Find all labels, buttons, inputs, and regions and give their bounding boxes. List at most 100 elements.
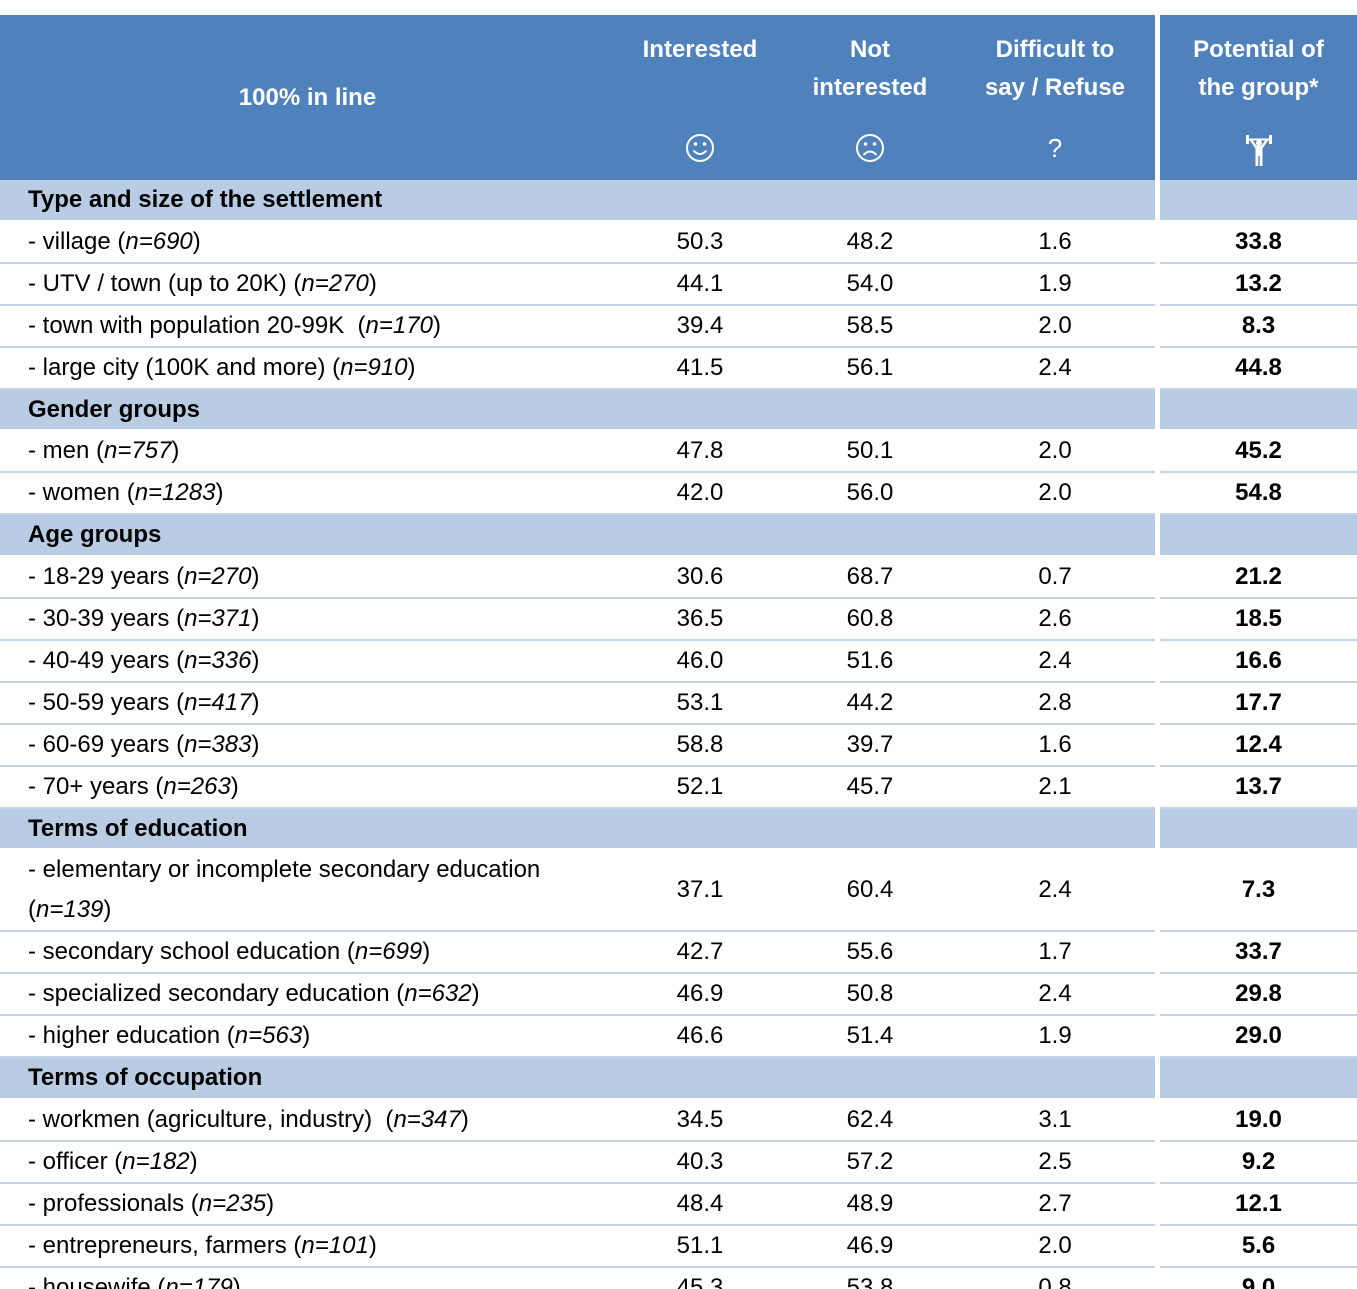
sample-size: n=1283 (134, 479, 216, 506)
section-cell (1160, 180, 1357, 222)
column-gap (1155, 305, 1160, 348)
value-cell: 68.7 (785, 557, 955, 599)
sample-size: n=563 (234, 1022, 303, 1049)
value-cell: 45.7 (785, 767, 955, 809)
value-cell: 0.7 (955, 557, 1155, 599)
value-cell: 60.4 (785, 850, 955, 932)
label-close: ) (251, 604, 260, 632)
column-gap (1155, 347, 1160, 390)
value-cell: 1.9 (955, 264, 1155, 306)
section-cell (615, 389, 785, 431)
label-text: - secondary school education ( (28, 938, 355, 965)
column-header-line: say / Refuse (984, 74, 1126, 101)
column-gap (1155, 1058, 1160, 1100)
sample-size: n=170 (365, 311, 433, 339)
column-header: Difficult to say / Refuse? (955, 15, 1155, 180)
row-label: - town with population 20-99K (n=170) (0, 306, 615, 348)
label-close: ) (189, 1147, 198, 1175)
value-cell: 33.8 (1160, 222, 1357, 264)
row-label: - higher education (n=563) (0, 1016, 615, 1058)
value-cell: 1.9 (955, 1016, 1155, 1058)
column-gap (1155, 1225, 1160, 1268)
label-text: - men ( (28, 437, 105, 464)
value-cell: 60.8 (785, 599, 955, 641)
value-cell: 2.4 (955, 641, 1155, 683)
value-cell: 53.1 (615, 683, 785, 725)
value-cell: 53.8 (785, 1268, 955, 1289)
label-text: - 70+ years ( (28, 772, 164, 800)
value-cell: 8.3 (1160, 306, 1357, 348)
section-row: Age groups (0, 515, 1357, 557)
label-close: ) (432, 311, 441, 339)
label-close: ) (251, 688, 260, 716)
column-gap (1155, 974, 1160, 1016)
value-cell: 1.6 (955, 725, 1155, 767)
section-cell (615, 1058, 785, 1100)
data-row: - professionals (n=235) 48.4 48.9 2.7 12.1 (0, 1183, 1357, 1226)
value-cell: 17.7 (1160, 683, 1357, 725)
section-cell (1160, 808, 1357, 850)
value-cell: 48.2 (785, 222, 955, 264)
section-row: Type and size of the settlement (0, 180, 1357, 222)
sample-size: n=182 (122, 1147, 190, 1175)
column-gap (1155, 515, 1160, 557)
column-header-line: Difficult to (995, 36, 1115, 63)
section-title: Terms of education (0, 808, 615, 850)
value-cell: 2.4 (955, 850, 1155, 932)
label-close: ) (192, 227, 201, 255)
column-gap (1155, 766, 1160, 809)
row-label: - 40-49 years (n=336) (0, 641, 615, 683)
label-close: ) (460, 1105, 469, 1133)
data-row: - men (n=757) 47.8 50.1 2.0 45.2 (0, 431, 1357, 473)
section-cell (955, 389, 1155, 431)
section-cell (615, 808, 785, 850)
label-text: - town with population 20-99K ( (28, 311, 366, 339)
sample-size: n=235 (198, 1189, 267, 1217)
value-cell: 56.0 (785, 473, 955, 515)
column-gap (1155, 1099, 1160, 1142)
data-row: - officer (n=182) 40.3 57.2 2.5 9.2 (0, 1141, 1357, 1184)
row-label: - entrepreneurs, farmers (n=101) (0, 1226, 615, 1268)
column-gap (1155, 1016, 1160, 1058)
value-cell: 44.8 (1160, 348, 1357, 390)
data-row: - UTV / town (up to 20K) (n=270) 44.1 54.0… (0, 263, 1357, 306)
value-cell: 36.5 (615, 599, 785, 641)
sample-size: n=690 (125, 227, 193, 255)
section-cell (785, 389, 955, 431)
label-close: ) (251, 562, 260, 590)
label-text: - entrepreneurs, farmers ( (28, 1231, 302, 1259)
label-close: ) (251, 646, 260, 674)
column-symbol: ? (1047, 133, 1063, 163)
sample-size: n=757 (104, 437, 172, 464)
section-title: Terms of occupation (0, 1058, 615, 1100)
value-cell: 29.0 (1160, 1016, 1357, 1058)
sample-size: n=383 (184, 730, 252, 758)
value-cell: 45.2 (1160, 431, 1357, 473)
label-text: - 40-49 years ( (28, 646, 185, 674)
section-cell (955, 1058, 1155, 1100)
sample-size: n=263 (163, 772, 231, 800)
column-header-line: Not (850, 36, 890, 63)
column-gap (1155, 932, 1160, 974)
column-gap (1155, 1141, 1160, 1184)
value-cell: 2.8 (955, 683, 1155, 725)
label-text: - officer ( (28, 1147, 123, 1175)
value-cell: 42.0 (615, 473, 785, 515)
column-gap (1155, 389, 1160, 431)
sample-size: n=632 (404, 980, 472, 1007)
label-text: - professionals ( (28, 1189, 199, 1217)
section-title: Age groups (0, 515, 615, 557)
value-cell: 7.3 (1160, 850, 1357, 932)
value-cell: 46.9 (615, 974, 785, 1016)
value-cell: 16.6 (1160, 641, 1357, 683)
value-cell: 44.2 (785, 683, 955, 725)
column-header-line: interested (812, 74, 928, 101)
column-gap (1155, 556, 1160, 599)
row-label: - 60-69 years (n=383) (0, 725, 615, 767)
value-cell: 2.5 (955, 1142, 1155, 1184)
value-cell: 51.4 (785, 1016, 955, 1058)
section-cell (1160, 1058, 1357, 1100)
value-cell: 3.1 (955, 1100, 1155, 1142)
column-gap (1155, 724, 1160, 767)
